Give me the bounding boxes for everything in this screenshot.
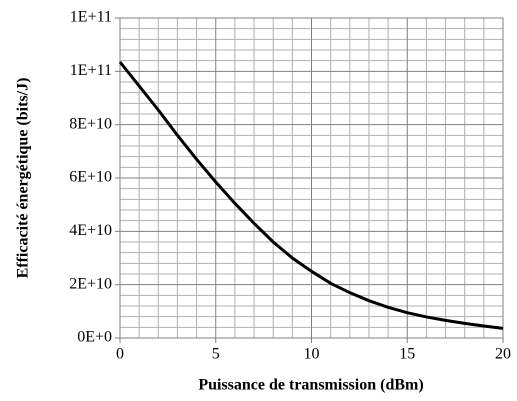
x-tick-label: 15 [399, 346, 415, 363]
x-tick-label: 0 [116, 346, 124, 363]
y-tick-label: 8E+10 [69, 115, 112, 132]
plot-frame [119, 17, 504, 339]
y-tick-label: 2E+10 [69, 275, 112, 292]
x-axis-title: Puissance de transmission (dBm) [198, 377, 423, 394]
y-tick-label: 1E+11 [70, 62, 112, 79]
y-tick-label: 0E+0 [77, 329, 112, 346]
y-tick-label: 6E+10 [69, 169, 112, 186]
y-tick-label: 4E+10 [69, 222, 112, 239]
y-axis-title: Efficacité énergétique (bits/J) [15, 78, 32, 279]
x-tick-label: 20 [495, 346, 511, 363]
y-tick-label: 1E+11 [70, 9, 112, 26]
x-tick-label: 10 [304, 346, 320, 363]
x-tick-label: 5 [212, 346, 220, 363]
data-line [118, 61, 504, 330]
